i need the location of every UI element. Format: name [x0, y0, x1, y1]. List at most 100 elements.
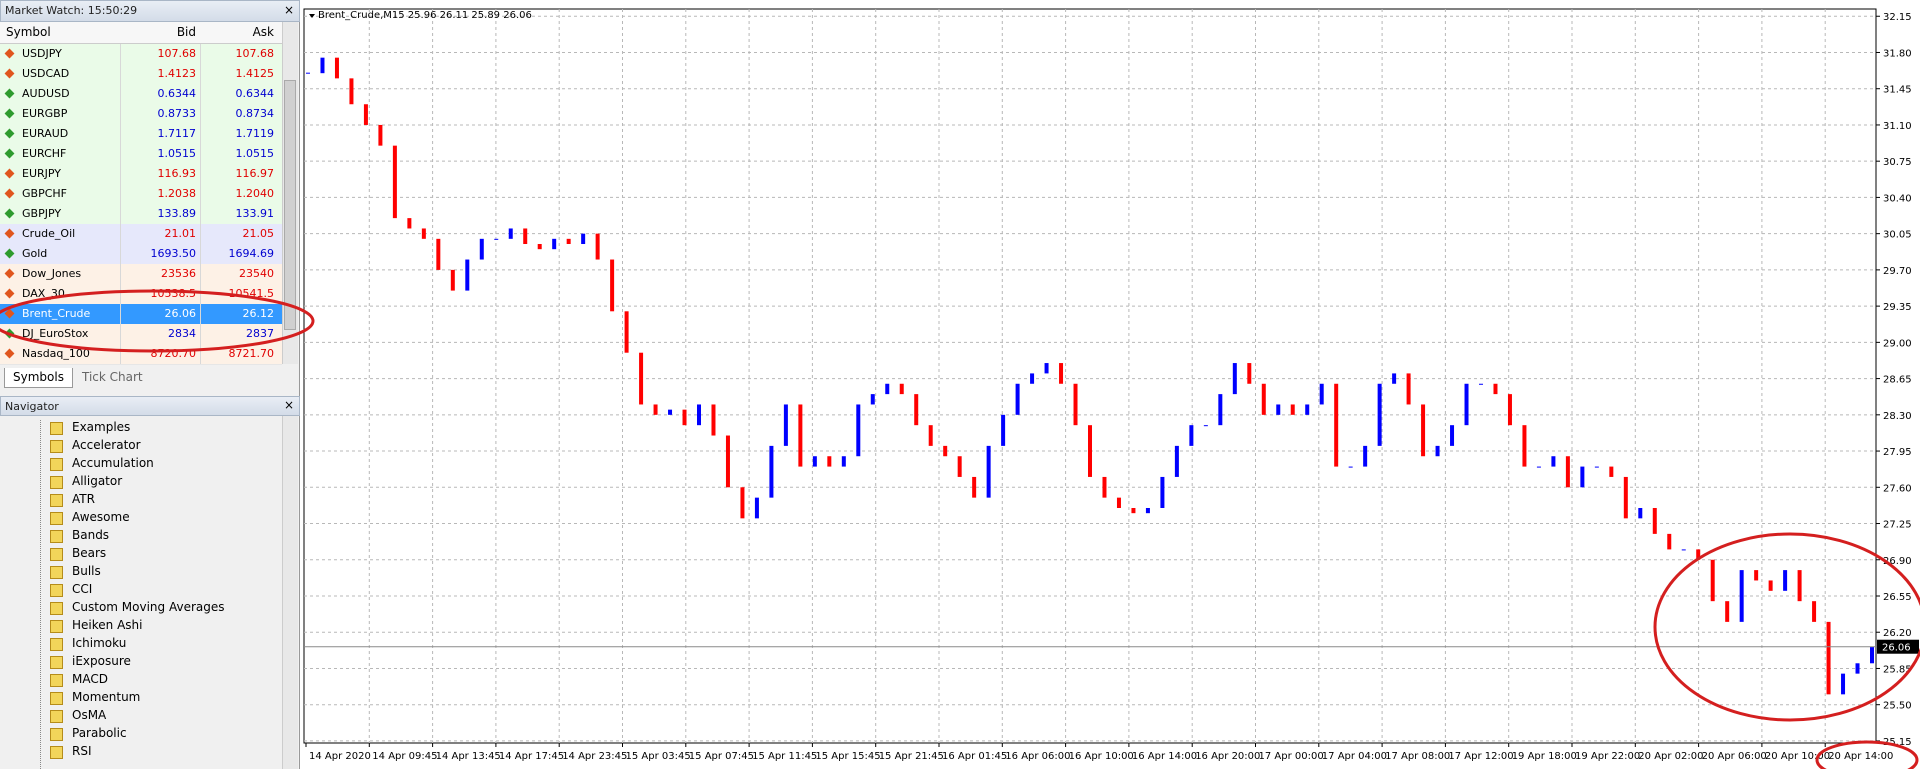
- candle: [436, 238, 441, 270]
- col-sep: [200, 324, 201, 344]
- symbol: EURCHF: [22, 147, 67, 160]
- navigator-item[interactable]: RSI: [72, 744, 92, 758]
- navigator-item[interactable]: Bulls: [72, 564, 101, 578]
- candle: [1580, 466, 1585, 488]
- market-row[interactable]: EURJPY 116.93 116.97: [0, 164, 282, 185]
- navigator-item[interactable]: Custom Moving Averages: [72, 600, 225, 614]
- navigator-item[interactable]: Accelerator: [72, 438, 141, 452]
- candle: [1305, 404, 1310, 415]
- navigator-item[interactable]: Examples: [72, 420, 131, 434]
- market-row[interactable]: EURGBP 0.8733 0.8734: [0, 104, 282, 125]
- candle: [754, 497, 759, 519]
- x-tick-label: 20 Apr 14:00: [1828, 751, 1893, 762]
- x-tick-label: 16 Apr 01:45: [942, 751, 1007, 762]
- navigator-item[interactable]: iExposure: [72, 654, 131, 668]
- candle: [682, 409, 687, 426]
- y-tick-label: 28.30: [1883, 411, 1912, 422]
- navigator-item[interactable]: CCI: [72, 582, 93, 596]
- candle: [349, 78, 354, 105]
- candle: [1001, 414, 1006, 446]
- x-tick-label: 19 Apr 22:00: [1575, 751, 1640, 762]
- tab[interactable]: Symbols: [4, 368, 73, 388]
- candle: [1725, 601, 1730, 622]
- y-tick-label: 25.15: [1883, 737, 1912, 748]
- ask: 21.05: [242, 227, 275, 240]
- col-sep: [120, 64, 121, 84]
- market-row[interactable]: USDCAD 1.4123 1.4125: [0, 64, 282, 85]
- x-tick-label: 14 Apr 23:45: [562, 751, 627, 762]
- candle: [798, 404, 803, 467]
- x-tick-label: 17 Apr 04:00: [1322, 751, 1387, 762]
- x-tick-label: 15 Apr 11:45: [752, 751, 817, 762]
- navigator-item[interactable]: Awesome: [72, 510, 130, 524]
- candle: [740, 487, 745, 519]
- navigator-item[interactable]: MACD: [72, 672, 108, 686]
- market-row[interactable]: USDJPY 107.68 107.68: [0, 44, 282, 65]
- candle: [494, 238, 499, 240]
- trend-icon: [4, 348, 15, 359]
- col-sep: [120, 164, 121, 184]
- col-sep: [120, 144, 121, 164]
- navigator-item[interactable]: Bears: [72, 546, 107, 560]
- candle: [1493, 383, 1498, 395]
- ask: 133.91: [235, 207, 275, 220]
- x-tick-label: 16 Apr 10:00: [1069, 751, 1134, 762]
- market-row[interactable]: GBPCHF 1.2038 1.2040: [0, 184, 282, 205]
- candle: [566, 238, 571, 245]
- last-price-label: 26.06: [1882, 643, 1911, 654]
- candle: [1377, 383, 1382, 446]
- indicator-icon: [50, 584, 63, 597]
- y-tick-label: 26.20: [1883, 628, 1912, 639]
- navigator-item[interactable]: Heiken Ashi: [72, 618, 143, 632]
- market-row[interactable]: EURAUD 1.7117 1.7119: [0, 124, 282, 145]
- market-row[interactable]: AUDUSD 0.6344 0.6344: [0, 84, 282, 105]
- candle: [1145, 507, 1150, 514]
- col-sep: [200, 204, 201, 224]
- y-tick-label: 29.00: [1883, 338, 1912, 349]
- market-row[interactable]: GBPJPY 133.89 133.91: [0, 204, 282, 225]
- navigator-item[interactable]: Parabolic: [72, 726, 127, 740]
- bid: 26.06: [164, 307, 197, 320]
- market-row[interactable]: DJ_EuroStox 2834 2837: [0, 324, 282, 345]
- symbol: USDCAD: [22, 67, 70, 80]
- col-sep: [120, 104, 121, 124]
- indicator-icon: [50, 458, 63, 471]
- navigator-item[interactable]: Accumulation: [72, 456, 154, 470]
- candle: [1536, 466, 1541, 468]
- navigator-titlebar: Navigator: [0, 396, 300, 416]
- market-row[interactable]: EURCHF 1.0515 1.0515: [0, 144, 282, 165]
- bid: 107.68: [157, 47, 197, 60]
- candle: [1710, 559, 1715, 602]
- col-sep: [200, 244, 201, 264]
- navigator-item[interactable]: ATR: [72, 492, 95, 506]
- navigator-item[interactable]: Momentum: [72, 690, 141, 704]
- x-tick-label: 17 Apr 08:00: [1385, 751, 1450, 762]
- navigator-item[interactable]: Ichimoku: [72, 636, 127, 650]
- market-row[interactable]: Crude_Oil 21.01 21.05: [0, 224, 282, 245]
- navigator-item[interactable]: Alligator: [72, 474, 123, 488]
- market-row[interactable]: Dow_Jones 23536 23540: [0, 264, 282, 285]
- ask: 26.12: [242, 307, 275, 320]
- market-row[interactable]: DAX_30 10538.5 10541.5: [0, 284, 282, 305]
- bid: 0.8733: [157, 107, 197, 120]
- navigator-item[interactable]: OsMA: [72, 708, 107, 722]
- market-row[interactable]: Gold 1693.50 1694.69: [0, 244, 282, 265]
- bid: 21.01: [164, 227, 197, 240]
- market-row[interactable]: Nasdaq_100 8720.70 8721.70: [0, 344, 282, 365]
- tab[interactable]: Tick Chart: [82, 370, 143, 384]
- candle: [1131, 507, 1136, 514]
- symbol: EURGBP: [22, 107, 68, 120]
- market-row[interactable]: Brent_Crude 26.06 26.12: [0, 304, 282, 325]
- col-sep: [200, 44, 201, 64]
- indicator-icon: [50, 422, 63, 435]
- navigator-item[interactable]: Bands: [72, 528, 110, 542]
- candle: [1768, 580, 1773, 591]
- symbol: EURJPY: [22, 167, 61, 180]
- col-sep: [120, 44, 121, 64]
- symbol: Dow_Jones: [22, 267, 82, 280]
- x-tick-label: 16 Apr 20:00: [1195, 751, 1260, 762]
- bid: 116.93: [157, 167, 197, 180]
- col-sep: [120, 344, 121, 364]
- candle: [827, 456, 832, 467]
